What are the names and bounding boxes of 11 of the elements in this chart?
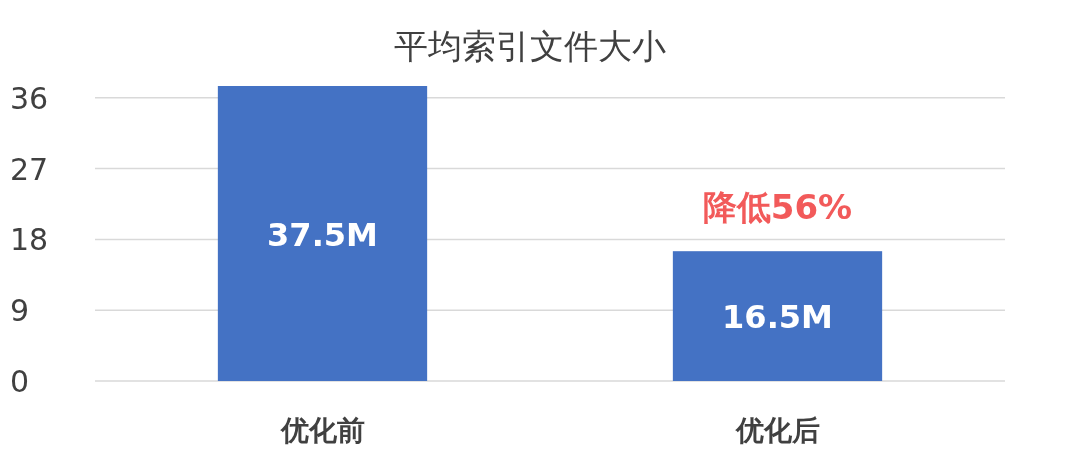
data-label: 37.5M bbox=[267, 215, 378, 254]
title: 平均索引文件大小 bbox=[394, 26, 666, 66]
y-tick-label: 18 bbox=[10, 222, 49, 258]
x-tick-label: 优化前 bbox=[279, 414, 365, 447]
y-tick-label: 9 bbox=[10, 293, 30, 329]
x-tick-label: 优化后 bbox=[734, 414, 820, 447]
annotation: 降低56% bbox=[702, 187, 853, 227]
y-tick-label: 36 bbox=[10, 80, 49, 116]
data-label: 16.5M bbox=[722, 298, 833, 337]
y-tick-label: 27 bbox=[10, 151, 49, 187]
y-tick-label: 0 bbox=[10, 364, 30, 399]
